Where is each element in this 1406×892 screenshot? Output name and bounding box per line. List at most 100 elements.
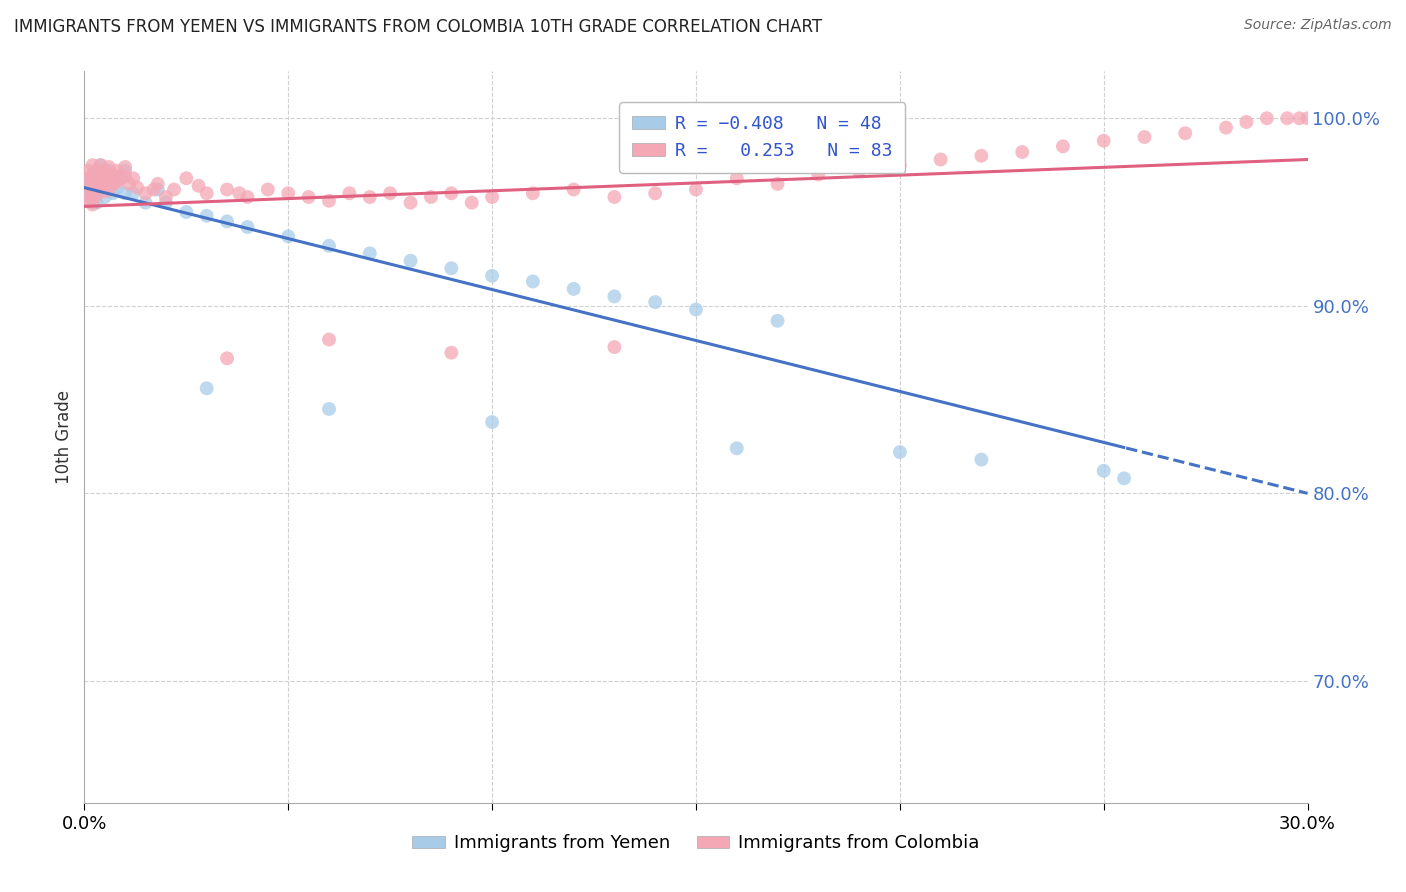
- Point: [481, 415, 503, 429]
- Point: [77, 190, 100, 204]
- Point: [155, 195, 177, 210]
- Point: [105, 163, 128, 178]
- Point: [122, 171, 145, 186]
- Point: [90, 158, 112, 172]
- Point: [101, 177, 124, 191]
- Point: [562, 182, 585, 196]
- Point: [82, 182, 104, 196]
- Point: [97, 160, 120, 174]
- Point: [399, 195, 422, 210]
- Point: [420, 190, 443, 204]
- Point: [685, 302, 707, 317]
- Point: [603, 340, 626, 354]
- Point: [90, 158, 112, 172]
- Point: [114, 163, 136, 178]
- Point: [1256, 112, 1278, 126]
- Point: [127, 180, 149, 194]
- Point: [146, 177, 169, 191]
- Point: [766, 314, 789, 328]
- Point: [174, 205, 197, 219]
- Point: [1236, 115, 1258, 129]
- Point: [217, 182, 239, 196]
- Point: [114, 169, 136, 184]
- Point: [725, 442, 748, 456]
- Point: [277, 229, 299, 244]
- Point: [277, 186, 299, 201]
- Point: [970, 452, 993, 467]
- Point: [77, 177, 100, 191]
- Point: [163, 182, 186, 196]
- Point: [522, 186, 544, 201]
- Point: [481, 190, 503, 204]
- Text: IMMIGRANTS FROM YEMEN VS IMMIGRANTS FROM COLOMBIA 10TH GRADE CORRELATION CHART: IMMIGRANTS FROM YEMEN VS IMMIGRANTS FROM…: [14, 18, 823, 36]
- Point: [195, 209, 218, 223]
- Point: [380, 186, 402, 201]
- Point: [93, 180, 115, 194]
- Point: [97, 177, 120, 191]
- Point: [359, 246, 381, 260]
- Y-axis label: 10th Grade: 10th Grade: [55, 390, 73, 484]
- Point: [236, 190, 259, 204]
- Point: [298, 190, 321, 204]
- Point: [1174, 126, 1197, 140]
- Point: [101, 168, 124, 182]
- Point: [93, 163, 115, 178]
- Point: [110, 171, 132, 186]
- Point: [86, 180, 108, 194]
- Point: [146, 182, 169, 196]
- Point: [236, 220, 259, 235]
- Point: [970, 149, 993, 163]
- Point: [122, 186, 145, 201]
- Point: [101, 168, 124, 182]
- Point: [77, 178, 100, 193]
- Point: [339, 186, 361, 201]
- Point: [217, 214, 239, 228]
- Point: [481, 268, 503, 283]
- Text: Source: ZipAtlas.com: Source: ZipAtlas.com: [1244, 18, 1392, 32]
- Point: [86, 188, 108, 202]
- Point: [359, 190, 381, 204]
- Point: [440, 345, 463, 359]
- Point: [82, 168, 104, 182]
- Point: [86, 171, 108, 186]
- Point: [86, 195, 108, 210]
- Point: [685, 182, 707, 196]
- Point: [77, 194, 100, 208]
- Point: [929, 153, 952, 167]
- Point: [97, 182, 120, 196]
- Point: [440, 261, 463, 276]
- Point: [1296, 112, 1319, 126]
- Point: [82, 197, 104, 211]
- Point: [644, 186, 666, 201]
- Point: [82, 177, 104, 191]
- Point: [82, 190, 104, 204]
- Point: [77, 163, 100, 178]
- Point: [86, 171, 108, 186]
- Point: [1288, 112, 1310, 126]
- Legend: Immigrants from Yemen, Immigrants from Colombia: Immigrants from Yemen, Immigrants from C…: [405, 827, 987, 860]
- Point: [97, 163, 120, 178]
- Point: [118, 177, 141, 191]
- Point: [522, 274, 544, 288]
- Point: [82, 195, 104, 210]
- Point: [90, 178, 112, 193]
- Point: [77, 171, 100, 186]
- Point: [603, 190, 626, 204]
- Point: [1092, 464, 1115, 478]
- Point: [82, 168, 104, 182]
- Point: [101, 186, 124, 201]
- Point: [187, 178, 209, 193]
- Point: [217, 351, 239, 366]
- Point: [1011, 145, 1033, 159]
- Point: [318, 401, 340, 416]
- Point: [97, 171, 120, 186]
- Point: [1114, 471, 1136, 485]
- Point: [766, 177, 789, 191]
- Point: [195, 186, 218, 201]
- Point: [105, 175, 128, 189]
- Point: [318, 239, 340, 253]
- Point: [257, 182, 280, 196]
- Point: [318, 333, 340, 347]
- Point: [93, 185, 115, 199]
- Point: [603, 289, 626, 303]
